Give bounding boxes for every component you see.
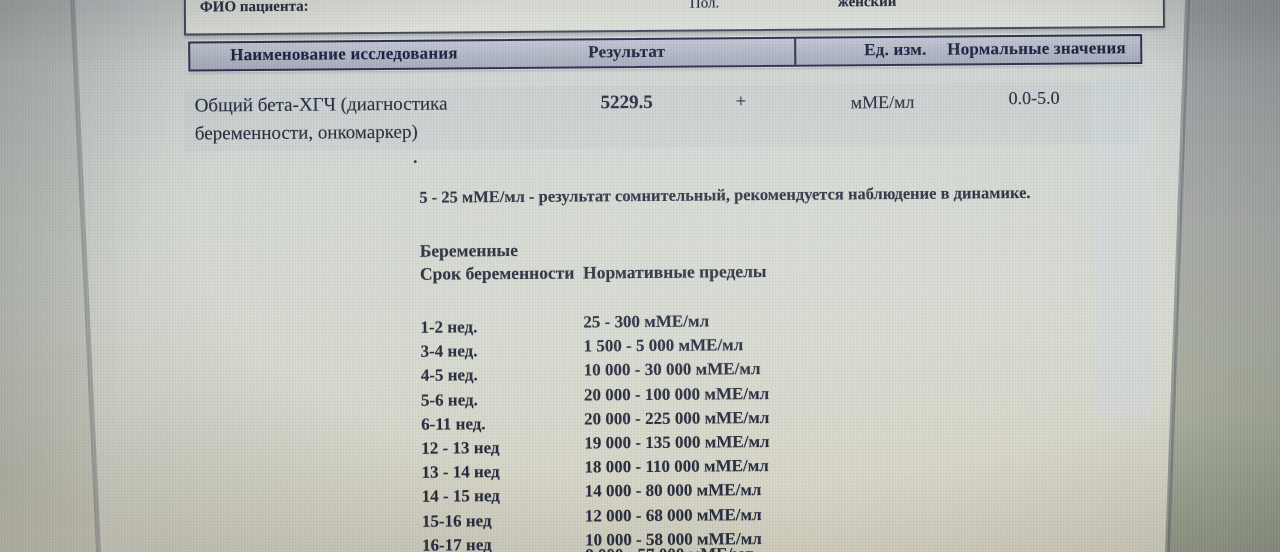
week-term: 14 - 15 нед: [421, 486, 500, 507]
week-range: 19 000 - 135 000 мМЕ/мл: [584, 431, 770, 453]
result-units: мМЕ/мл: [850, 91, 915, 113]
week-term: 5-6 нед.: [420, 389, 478, 410]
header-study-name: Наименование исследования: [230, 43, 458, 65]
screen-glare: [1091, 77, 1153, 419]
week-term: 1-2 нед.: [420, 317, 478, 337]
reference-columns-heading: Срок беременности Нормативные пределы: [419, 261, 767, 284]
week-term: 6-11 нед.: [421, 413, 486, 434]
week-range: 12 000 - 68 000 мМЕ/мл: [584, 504, 762, 525]
result-flag: +: [735, 91, 747, 113]
week-term: 3-4 нед.: [420, 341, 478, 361]
doubtful-result-note: 5 - 25 мМЕ/мл - результат сомнительный, …: [419, 182, 1031, 207]
patient-info-box: ФИО пациента: Пол. женский: [183, 0, 1166, 36]
pregnant-heading: Беременные: [419, 239, 518, 261]
week-term: 12 - 13 нед: [421, 438, 500, 458]
stray-dot: .: [412, 147, 418, 167]
week-range: 10 000 - 30 000 мМЕ/мл: [583, 359, 761, 380]
header-result: Результат: [588, 41, 666, 62]
sex-label: Пол.: [689, 0, 720, 12]
result-normal-range: 0.0-5.0: [1008, 87, 1060, 109]
header-column-divider: [794, 38, 797, 65]
week-range: 20 000 - 100 000 мМЕ/мл: [583, 383, 770, 405]
week-range: 14 000 - 80 000 мМЕ/мл: [584, 480, 762, 501]
week-range-partial: 8 000 - 57 000 мМЕ/мл: [585, 544, 753, 552]
week-term: 15-16 нед: [421, 510, 492, 531]
week-range: 18 000 - 110 000 мМЕ/мл: [584, 456, 769, 477]
week-term: 16-17 нед: [422, 534, 492, 552]
reference-table: 1-2 нед. 25 - 300 мМЕ/мл 3-4 нед. 1 500 …: [420, 310, 942, 552]
patient-id-label: ФИО пациента:: [199, 0, 309, 16]
header-normal: Нормальные значения: [947, 38, 1126, 59]
results-header-bar: Наименование исследования Результат Ед. …: [188, 34, 1143, 72]
week-range: 1 500 - 5 000 мМЕ/мл: [583, 335, 744, 356]
result-value: 5229.5: [600, 91, 653, 114]
header-units: Ед. изм.: [864, 39, 927, 60]
week-range: 20 000 - 225 000 мМЕ/мл: [584, 407, 770, 429]
week-term: 4-5 нед.: [420, 365, 478, 386]
sex-value: женский: [837, 0, 897, 11]
week-range: 25 - 300 мМЕ/мл: [583, 311, 710, 332]
test-name-line2: беременности, онкомаркер): [194, 121, 418, 145]
test-name-line1: Общий бета-ХГЧ (диагностика: [194, 93, 448, 117]
week-term: 13 - 14 нед: [421, 462, 500, 482]
